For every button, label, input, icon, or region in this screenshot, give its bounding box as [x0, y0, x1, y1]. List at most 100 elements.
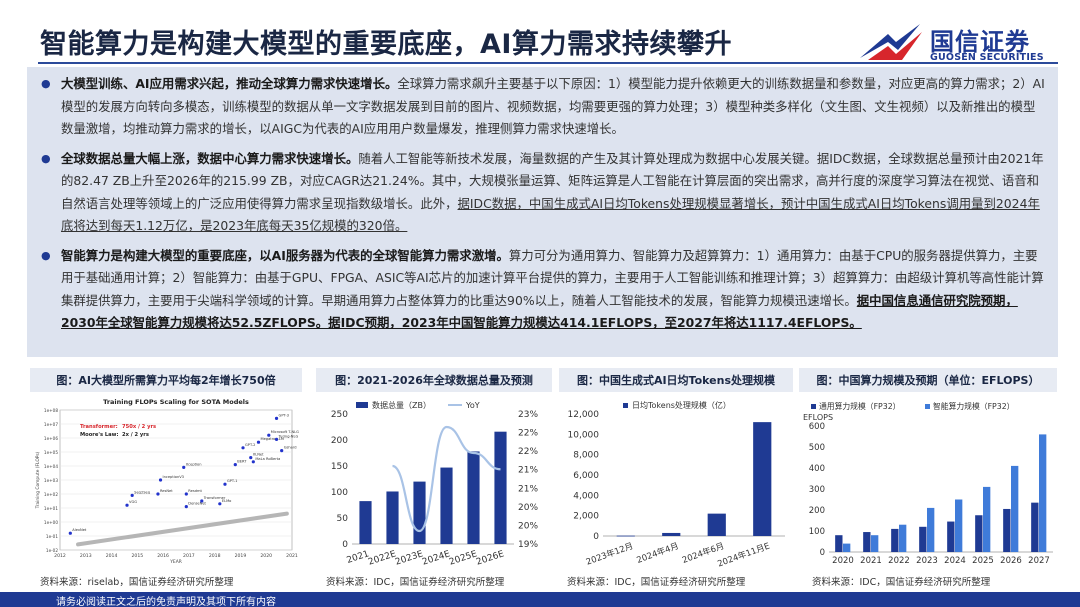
- footer-disclaimer: 请务必阅读正文之后的免责声明及其项下所有内容: [56, 597, 276, 607]
- chart-1-x-tick: 2017: [183, 553, 195, 559]
- chart-1-x-tick: 2014: [106, 553, 118, 559]
- chart-3-legend-label: 日均Tokens处理规模（亿）: [632, 400, 731, 410]
- bullet-icon: ●: [41, 151, 51, 165]
- paragraph-2-text: 随着人工智能等新技术发展，海量数据的产生及其计算处理成为数据中心发展关键。据ID…: [61, 150, 1044, 211]
- chart-1-point: [158, 478, 163, 482]
- chart-2-y-left-tick: 50: [337, 514, 349, 524]
- chart-1-point-label: InceptionV3: [163, 475, 184, 479]
- chart-3-y-tick: 0: [593, 532, 599, 542]
- chart-3-y-tick: 8,000: [573, 451, 599, 461]
- chart-2-y-right-tick: 23%: [518, 410, 538, 420]
- paragraph-1-lead: 大模型训练、AI应用需求兴起，推动全球算力需求快速增长。: [61, 76, 398, 91]
- chart-1-point-label: BERT: [237, 460, 247, 464]
- chart-4-y-tick: 500: [809, 443, 825, 453]
- chart-1-title: Training FLOPs Scaling for SOTA Models: [103, 398, 249, 406]
- chart-2-y-left-tick: 150: [331, 462, 348, 472]
- chart-4-y-tick: 600: [809, 422, 825, 432]
- chart-2-legend-bar-swatch: [356, 402, 368, 408]
- chart-1-point-label: Microsoft T-NLG: [271, 430, 299, 434]
- chart-4-bar: [1031, 502, 1039, 552]
- panel-4-source: 资料来源：IDC，国信证券经济研究所整理: [812, 577, 991, 588]
- chart-4-y-tick: 200: [809, 506, 825, 516]
- panel-3-source: 资料来源：IDC，国信证券经济研究所整理: [567, 577, 746, 588]
- chart-3-bar: [753, 422, 772, 536]
- chart-2-x-tick: 2022E: [367, 549, 398, 567]
- chart-3-bar: [662, 532, 681, 536]
- chart-1-point: [182, 465, 186, 469]
- chart-4-bar: [919, 526, 927, 552]
- chart-4-bar: [975, 515, 983, 552]
- chart-3-legend-swatch: [623, 403, 628, 408]
- chart-2-x-tick: 2023E: [394, 549, 425, 567]
- chart-4-bar: [835, 535, 843, 552]
- chart-1-point-label: GPT-1: [227, 479, 237, 483]
- chart-1-point: [218, 502, 222, 506]
- summary-box: ● 大模型训练、AI应用需求兴起，推动全球算力需求快速增长。全球算力需求飙升主要…: [27, 67, 1058, 357]
- chart-1-point: [249, 456, 253, 460]
- chart-1-x-tick: 2020: [260, 553, 272, 559]
- chart-2-y-right-tick: 22%: [518, 429, 538, 439]
- chart-1-y-tick: 1e+04: [44, 464, 58, 469]
- chart-1-y-tick: 1e+05: [44, 450, 58, 455]
- chart-4-bar: [891, 528, 899, 552]
- chart-1-y-tick: 1e+03: [44, 478, 58, 483]
- chart-3-y-tick: 6,000: [573, 471, 599, 481]
- chart-1-annotation-label: Moore's Law:: [80, 432, 119, 438]
- chart-1-point-label: MaLa RoBerta: [255, 457, 280, 461]
- bullet-icon: ●: [41, 248, 51, 262]
- chart-4-x-tick: 2024: [944, 556, 966, 566]
- chart-4-bar: [1039, 434, 1047, 552]
- chart-3-y-tick: 12,000: [568, 410, 600, 420]
- chart-4-x-tick: 2027: [1028, 556, 1050, 566]
- chart-2-bar: [359, 501, 372, 544]
- chart-2-y-right-tick: 20%: [518, 521, 538, 531]
- title-divider: [38, 62, 1058, 64]
- chart-1-x-tick: 2021: [286, 553, 298, 559]
- chart-global-data: 数据总量（ZB） YoY 0 50 100 150 200 250 19% 20% 20% 21% 21…: [331, 400, 539, 568]
- chart-1-point: [251, 460, 255, 464]
- chart-1-point-label: GPT-2: [245, 443, 255, 447]
- panel-1-title: 图：AI大模型所需算力平均每2年增长750倍: [30, 368, 302, 392]
- chart-3-y-tick: 4,000: [573, 491, 599, 501]
- logo: 国信证券 GUOSEN SECURITIES: [858, 20, 1058, 68]
- chart-2-x-tick: 2026E: [475, 549, 506, 567]
- panel-ai-compute: 图：AI大模型所需算力平均每2年增长750倍 Training FLOPs Sc…: [30, 368, 302, 574]
- chart-4-bar: [843, 543, 851, 552]
- chart-1-y-label: Training Compute (FLOPs): [35, 451, 41, 509]
- chart-1-point-label: Turing-NLG: [278, 434, 299, 438]
- chart-1-x-tick: 2012: [54, 553, 66, 559]
- paragraph-2-lead: 全球数据总量大幅上涨，数据中心算力需求快速增长。: [61, 150, 359, 166]
- paragraph-3: ● 智能算力是构建大模型的重要底座，以AI服务器为代表的全球智能算力需求激增。算…: [41, 245, 1046, 335]
- paragraph-3-underline: 据中国信息通信研究院预期，2030年全球智能算力规模将达52.5ZFLOPS。据…: [61, 292, 1018, 331]
- chart-1-point-label: ELMo: [222, 499, 232, 503]
- chart-1-x-label: YEAR: [169, 559, 182, 565]
- chart-ai-compute: Training FLOPs Scaling for SOTA Models 1e…: [30, 394, 302, 574]
- chart-1-y-tick: 1e+07: [44, 422, 58, 427]
- chart-2-yoy-line: [392, 425, 501, 533]
- chart-china-compute: 通用算力规模（FP32） 智能算力规模（FP32） EFLOPS 0 100 200 300…: [803, 401, 1053, 566]
- chart-3-x-tick: 2024年4月: [635, 540, 680, 565]
- chart-1-point: [274, 437, 279, 441]
- chart-4-y-tick: 300: [809, 485, 825, 495]
- chart-1-x-tick: 2016: [157, 553, 169, 559]
- chart-1-point-label: Transformer: [203, 496, 226, 500]
- paragraph-2-underline: 据IDC数据，中国生成式AI日均Tokens处理规模显著增长，预计中国生成式AI…: [61, 195, 1040, 234]
- logo-mark: [860, 24, 922, 60]
- chart-1-point-label: Xception: [186, 462, 202, 466]
- chart-2-bar: [467, 451, 480, 544]
- chart-4-x-tick: 2023: [916, 556, 938, 566]
- chart-4-y-tick: 100: [809, 527, 825, 537]
- chart-1-point-label: ResNet: [160, 489, 173, 493]
- logo-name: 国信证券: [930, 28, 1030, 56]
- chart-2-x-tick: 2024E: [421, 549, 452, 567]
- chart-3-y-tick: 2,000: [573, 512, 599, 522]
- chart-3-x-tick: 2023年12月: [585, 540, 635, 567]
- chart-1-point-label: VGG: [129, 500, 137, 504]
- chart-1-point: [233, 463, 237, 467]
- chart-1-point: [200, 499, 204, 503]
- footer-bar: 请务必阅读正文之后的免责声明及其项下所有内容: [0, 592, 1080, 607]
- chart-3-bar: [616, 535, 635, 537]
- chart-1-background: [30, 394, 302, 574]
- chart-2-y-right-tick: 20%: [518, 503, 538, 513]
- chart-2-bar: [413, 481, 426, 544]
